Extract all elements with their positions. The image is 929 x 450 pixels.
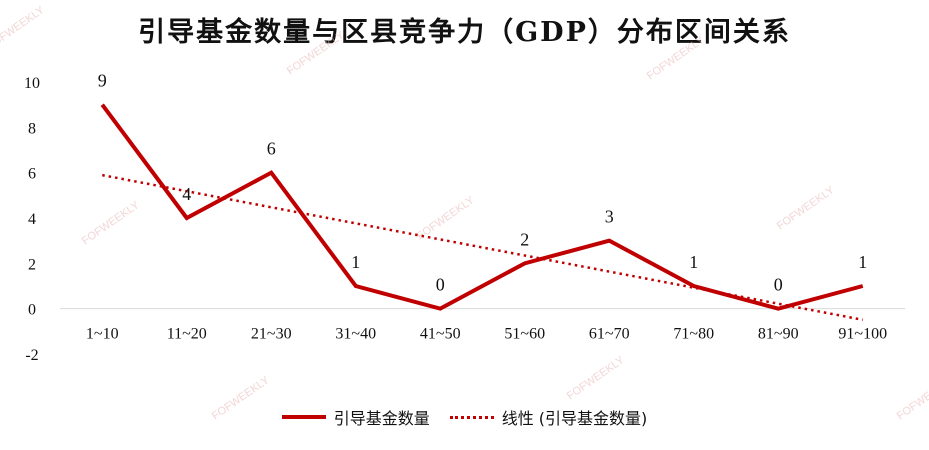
watermark-text: FOFWEEKLY: [0, 4, 47, 53]
y-tick-label: 6: [28, 166, 36, 183]
watermark-text: FOFWEEKLY: [80, 199, 142, 248]
x-tick-label: 1~10: [86, 326, 119, 343]
x-axis: 1~10 11~20 21~30 31~40 41~50 51~60 61~70 71~80 8…: [86, 326, 887, 343]
y-tick-label: 10: [24, 75, 40, 92]
legend-label-trendline: 线性 (引导基金数量): [501, 409, 648, 428]
watermark-text: FOFWEEKLY: [565, 354, 627, 403]
data-label: 0: [774, 275, 783, 295]
trendline: [102, 173, 863, 322]
series-line: [100, 103, 864, 311]
y-tick-label: 4: [28, 211, 36, 228]
legend-swatch-solid: [281, 415, 326, 419]
y-tick-label: -2: [25, 347, 38, 364]
data-label: 1: [858, 252, 867, 272]
y-tick-label: 8: [28, 120, 36, 137]
y-axis: -2 0 2 4 6 8 10: [24, 75, 40, 364]
x-tick-label: 81~90: [758, 326, 799, 343]
watermark-text: FOFWEEKLY: [775, 184, 837, 233]
x-tick-label: 51~60: [504, 326, 545, 343]
data-label: 6: [267, 139, 276, 159]
y-tick-label: 2: [28, 256, 36, 273]
watermark-text: FOFWEEKLY: [285, 29, 347, 78]
x-tick-label: 31~40: [335, 326, 376, 343]
data-label: 1: [689, 252, 698, 272]
data-label: 3: [605, 207, 614, 227]
data-label: 2: [520, 229, 529, 249]
y-tick-label: 0: [28, 302, 36, 319]
chart-title: 引导基金数量与区县竞争力（GDP）分布区间关系: [138, 17, 791, 48]
x-tick-label: 61~70: [589, 326, 630, 343]
legend-label-series: 引导基金数量: [333, 409, 430, 428]
x-tick-label: 41~50: [420, 326, 461, 343]
data-label: 4: [182, 184, 191, 204]
x-tick-label: 71~80: [673, 326, 714, 343]
watermark-layer: FOFWEEKLY FOFWEEKLY FOFWEEKLY FOFWEEKLY FOFW…: [0, 4, 929, 423]
legend-swatch-dotted: [449, 415, 494, 419]
watermark-text: FOFWEEKLY: [645, 34, 707, 83]
data-label: 0: [436, 275, 445, 295]
x-tick-label: 91~100: [838, 326, 887, 343]
x-tick-label: 11~20: [167, 326, 207, 343]
legend: 引导基金数量 线性 (引导基金数量): [0, 405, 929, 429]
data-labels: 9 4 6 1 0 2 3 1 0 1: [98, 71, 868, 295]
data-label: 9: [98, 71, 107, 91]
legend-item-trendline: 线性 (引导基金数量): [449, 405, 648, 429]
x-tick-label: 21~30: [251, 326, 292, 343]
data-label: 1: [351, 252, 360, 272]
legend-item-series: 引导基金数量: [281, 405, 430, 429]
